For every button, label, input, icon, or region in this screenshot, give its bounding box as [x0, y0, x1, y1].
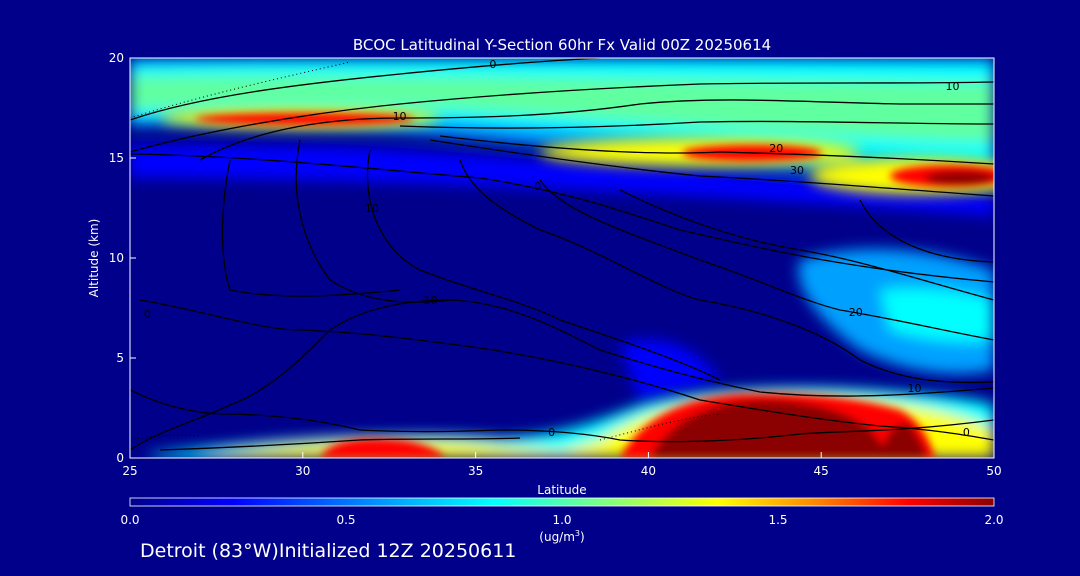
x-axis-label: Latitude: [537, 483, 586, 497]
contour-lines: [130, 58, 994, 451]
y-tick-label: 20: [109, 51, 124, 65]
y-axis-label: Altitude (km): [87, 219, 101, 298]
y-tick-label: 5: [116, 351, 124, 365]
y-tick-label: 0: [116, 451, 124, 465]
colorbar-tick-label: 1.5: [768, 513, 787, 527]
contour-label: 20: [849, 306, 863, 319]
colorbar-tick-label: 0.5: [336, 513, 355, 527]
y-tick-label: 10: [109, 251, 124, 265]
contour-label: 10: [424, 294, 438, 307]
contour-label: 0: [489, 58, 496, 71]
colorbar-ticks: 0.0 0.5 1.0 1.5 2.0: [120, 513, 1003, 527]
x-axis: 25 30 35 40 45 50: [122, 452, 1002, 478]
contour-label: 20: [769, 142, 783, 155]
y-tick-label: 15: [109, 151, 124, 165]
x-tick-label: 40: [641, 464, 656, 478]
x-tick-label: 50: [986, 464, 1001, 478]
x-tick-label: 30: [295, 464, 310, 478]
contour-label: 10: [365, 202, 379, 215]
contour-label: 10: [946, 80, 960, 93]
colorbar-unit: (ug/m3): [539, 529, 584, 544]
colorbar-tick-label: 2.0: [984, 513, 1003, 527]
colorbar: [129, 497, 995, 507]
footer-initialized-text: Detroit (83°W)Initialized 12Z 20250611: [140, 540, 517, 562]
contour-label: 10: [393, 110, 407, 123]
heatmap-field: [130, 58, 994, 458]
contour-label: 30: [790, 164, 804, 177]
contour-label: 0: [534, 180, 541, 193]
x-tick-label: 35: [468, 464, 483, 478]
chart-title: BCOC Latitudinal Y-Section 60hr Fx Valid…: [353, 36, 771, 54]
x-tick-label: 45: [814, 464, 829, 478]
contour-label: 0: [144, 308, 151, 321]
contour-label: 0: [548, 426, 555, 439]
contour-label: 0: [963, 426, 970, 439]
y-axis: 0 5 10 15 20: [109, 51, 136, 465]
x-tick-label: 25: [122, 464, 137, 478]
contour-label: 10: [908, 382, 922, 395]
colorbar-tick-label: 1.0: [552, 513, 571, 527]
contour-labels: 0 10 10 20 30 0 10 10 0 20 10 0 0: [144, 58, 970, 439]
colorbar-tick-label: 0.0: [120, 513, 139, 527]
